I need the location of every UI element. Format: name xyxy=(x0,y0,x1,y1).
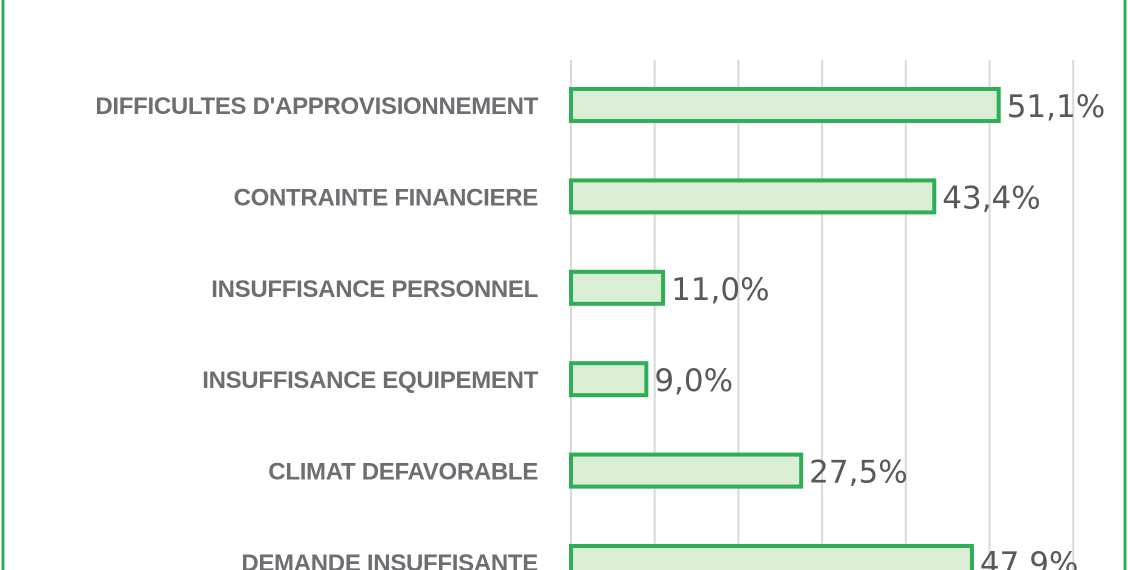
value-label: 43,4% xyxy=(942,180,1040,216)
category-label: CONTRAINTE FINANCIERE xyxy=(234,184,539,211)
category-labels: DIFFICULTES D'APPROVISIONNEMENT CONTRAINT… xyxy=(95,93,539,570)
value-label: 47,9% xyxy=(980,546,1078,570)
value-labels: 51,1% 43,4% 11,0% 9,0% 27,5% 47,9% xyxy=(654,89,1105,570)
category-label: CLIMAT DEFAVORABLE xyxy=(268,459,538,486)
bar xyxy=(569,87,1001,123)
category-label: INSUFFISANCE EQUIPEMENT xyxy=(202,367,538,394)
bar xyxy=(569,544,974,570)
bar xyxy=(569,452,804,489)
value-label: 27,5% xyxy=(809,455,907,491)
value-label: 11,0% xyxy=(671,272,769,308)
bars xyxy=(569,87,1001,570)
bar xyxy=(569,361,649,398)
bar xyxy=(569,269,666,306)
gridlines xyxy=(570,60,1075,570)
category-label: DEMANDE INSUFFISANTE xyxy=(241,550,538,570)
value-label: 51,1% xyxy=(1007,89,1105,125)
category-label: DIFFICULTES D'APPROVISIONNEMENT xyxy=(95,93,538,120)
bar xyxy=(569,178,937,215)
category-label: INSUFFISANCE PERSONNEL xyxy=(211,276,538,303)
value-label: 9,0% xyxy=(654,363,733,399)
